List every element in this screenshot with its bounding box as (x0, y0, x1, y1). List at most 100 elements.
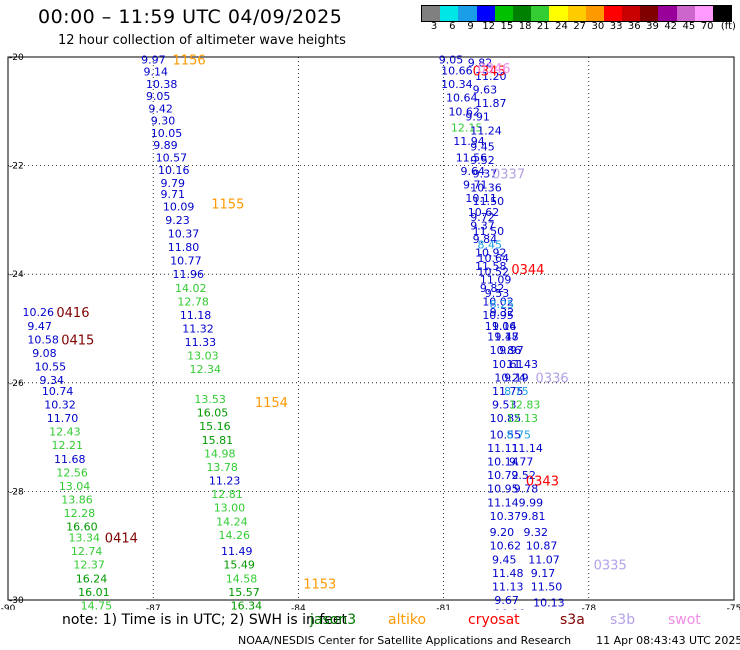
swh-value-label: 10.16 (158, 164, 190, 177)
swh-value-label: 9.45 (492, 553, 517, 566)
colorbar-tick-label: 39 (646, 21, 659, 32)
swh-value-label: 11.18 (180, 309, 212, 322)
swh-value-label: 16.24 (76, 572, 108, 585)
swh-value-label: 11.32 (182, 323, 214, 336)
pass-time-label: 0344 (511, 263, 544, 278)
swh-value-label: 11.50 (473, 195, 505, 208)
swh-value-label: 12.81 (211, 488, 243, 501)
swh-value-label: 11.75 (492, 385, 524, 398)
swh-value-label: 14.24 (216, 515, 248, 528)
swh-value-label: 10.99 (494, 608, 526, 610)
y-tick-label: -24 (9, 270, 24, 280)
swh-value-label: 11.07 (528, 553, 560, 566)
colorbar-swatch (676, 6, 695, 21)
swh-value-label: 9.37 (473, 168, 498, 181)
pass-time-label: 0335 (594, 559, 627, 574)
swh-value-label: 11.58 (475, 260, 507, 273)
swh-value-label: 10.11 (465, 192, 497, 205)
swh-value-label: 8.75 (507, 428, 532, 441)
swh-value-label: 10.52 (477, 265, 509, 278)
legend-cryosat: cryosat (468, 612, 520, 628)
legend-jason3: jason3 (310, 612, 357, 628)
swh-value-label: 10.92 (475, 246, 507, 259)
swh-value-label: 12.13 (507, 412, 539, 425)
colorbar-tick-label: 9 (467, 21, 474, 32)
swh-value-label: 13.00 (214, 502, 246, 515)
swh-value-label: 11.18 (487, 331, 519, 344)
colorbar-tick-label: 27 (573, 21, 587, 32)
swh-value-label: 16.01 (78, 586, 110, 599)
colorbar-swatch (476, 6, 495, 21)
swh-value-label: 9.89 (153, 139, 178, 152)
swh-value-label: 10.87 (526, 540, 558, 553)
swh-value-label: 9.82 (468, 56, 493, 69)
pass-time-label: 1154 (255, 396, 288, 411)
swh-value-label: 13.03 (187, 350, 219, 363)
swh-value-label: 9.08 (32, 347, 57, 360)
swh-value-label: 11.14 (487, 496, 519, 509)
swh-value-label: 12.43 (49, 426, 81, 439)
x-tick-label: -78 (581, 604, 596, 610)
x-tick-label: -90 (1, 604, 16, 610)
colorbar-swatch (494, 6, 513, 21)
colorbar-swatch (531, 6, 550, 21)
swh-value-label: 9.34 (39, 374, 64, 387)
colorbar-swatch (603, 6, 623, 21)
swh-value-label: 10.02 (482, 295, 514, 308)
swh-value-label: 10.38 (146, 78, 178, 91)
colorbar-tick-label: 24 (555, 21, 568, 32)
swh-value-label: 8.75 (504, 385, 528, 398)
colorbar-swatch (622, 6, 641, 21)
colorbar-tick-label: 33 (609, 21, 623, 32)
swh-value-label: 12.83 (509, 399, 541, 412)
x-tick-label: -84 (291, 604, 306, 610)
swh-value-label: 10.36 (470, 181, 502, 194)
colorbar-tick-label: 70 (700, 21, 714, 32)
swh-value-label: 9.81 (521, 510, 546, 523)
swh-value-label: 11.43 (507, 358, 539, 371)
swh-value-label: 16.34 (231, 599, 263, 610)
colorbar-tick-label: 36 (627, 21, 641, 32)
swh-value-label: 11.09 (480, 274, 512, 287)
swh-value-label: 9.23 (165, 214, 190, 227)
swh-value-label: 10.85 (490, 412, 521, 425)
swh-value-label: 12.15 (451, 122, 483, 135)
swh-value-label: 11.80 (168, 241, 200, 254)
swh-value-label: 8.25 (490, 298, 514, 311)
swh-value-label: 9.32 (523, 526, 548, 539)
swh-value-label: 16.05 (197, 407, 229, 420)
swh-value-label: 9.79 (160, 177, 185, 190)
swh-value-label: 14.58 (226, 572, 257, 585)
swh-value-label: 14.02 (175, 282, 207, 295)
colorbar-labels: 3 6 9 12 15 18 21 24 27 30 33 36 39 42 45 70 (ft) (421, 21, 736, 33)
swh-value-label: 10.95 (482, 309, 514, 322)
swh-value-label: 10.32 (44, 399, 76, 412)
swh-value-label: 10.05 (151, 127, 183, 140)
colorbar-swatch (458, 6, 477, 21)
colorbar-swatch (567, 6, 586, 21)
swh-value-label: 10.24 (494, 371, 526, 384)
swh-value-label: 9.99 (519, 496, 544, 509)
swh-value-label: 10.62 (448, 105, 480, 118)
swh-value-label: 11.14 (511, 442, 543, 455)
swh-value-label: 11.94 (453, 135, 485, 148)
swh-value-label: 13.04 (59, 480, 91, 493)
swh-value-label: 10.66 (441, 65, 473, 78)
swh-value-label: 10.74 (42, 385, 74, 398)
legend-swot: swot (668, 612, 701, 628)
swh-value-label: 10.55 (35, 361, 66, 374)
swh-value-label: 11.23 (209, 475, 241, 488)
swh-value-label: 10.55 (490, 428, 521, 441)
swh-value-label: 9.52 (511, 469, 536, 482)
footer: NOAA/NESDIS Center for Satellite Applica… (238, 634, 740, 647)
swh-value-label: 9.47 (27, 320, 52, 333)
colorbar-swatch (658, 6, 677, 21)
pass-time-label: 0415 (61, 333, 94, 348)
swh-value-label: 9.37 (470, 219, 495, 232)
swh-value-label: 10.13 (533, 597, 565, 610)
swh-value-label: 10.34 (441, 78, 473, 91)
swh-value-label: 11.48 (492, 567, 524, 580)
colorbar-swatch (694, 6, 713, 21)
swh-value-label: 9.84 (473, 233, 498, 246)
x-tick-label: -81 (436, 604, 451, 610)
